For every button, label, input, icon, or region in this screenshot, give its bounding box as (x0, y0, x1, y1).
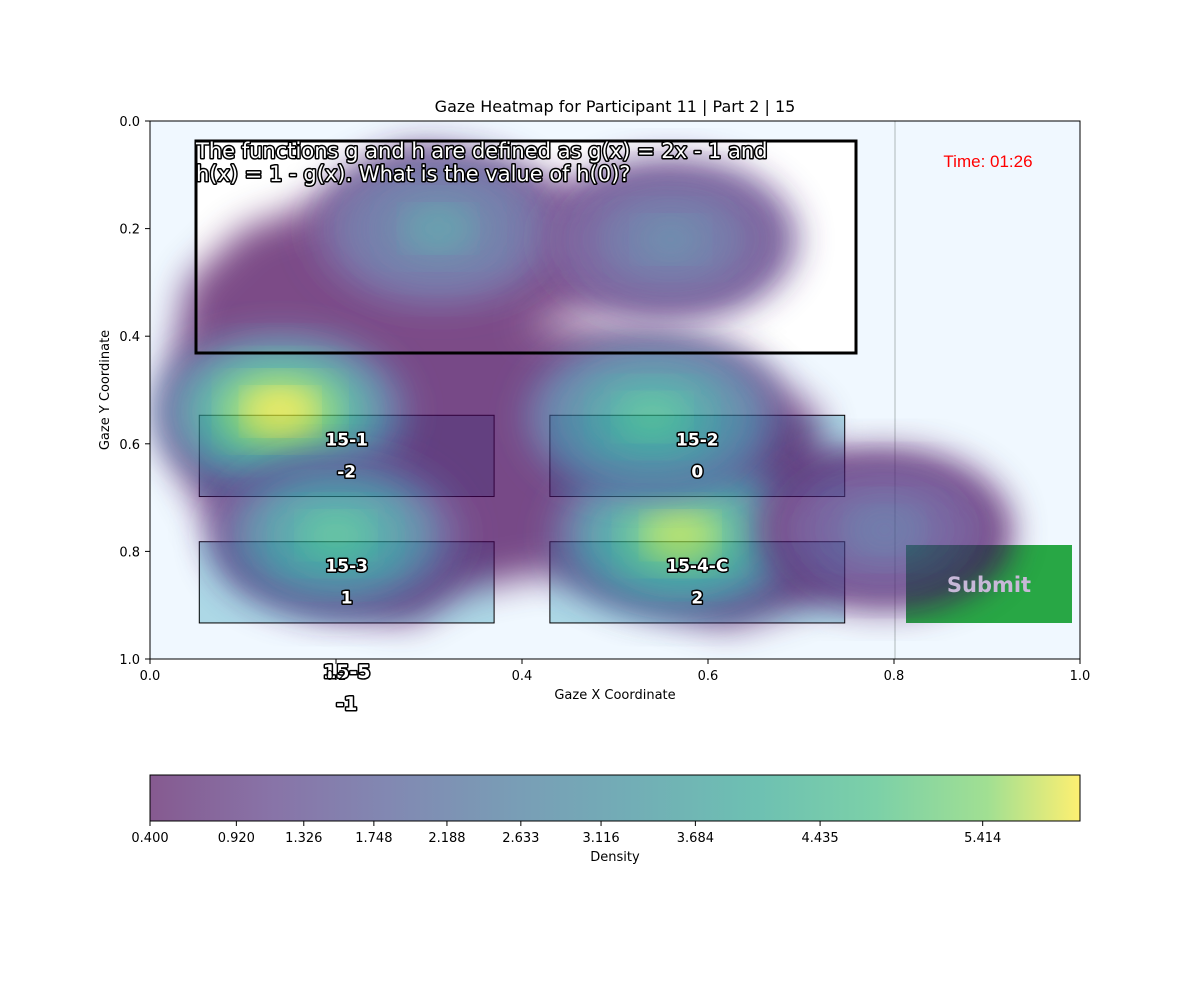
y-tick-label: 1.0 (119, 653, 140, 668)
density-heatmap (154, 149, 1011, 627)
x-tick-label: 0.0 (140, 669, 161, 684)
submit-label: Submit (947, 573, 1031, 597)
option-labels: 15-1 -2 15-2 0 15-3 1 15-4-C 2 15-5 -1 (321, 429, 729, 717)
colorbar-ticks: 0.400 0.920 1.326 1.748 2.188 2.633 3.116 3.684… (131, 821, 1001, 846)
question-box (194, 139, 858, 355)
y-tick-label: 0.6 (119, 438, 140, 453)
colorbar-tick-label: 4.435 (801, 831, 838, 846)
question-line-2: h(x) = 1 - g(x). What is the value of h(… (196, 162, 630, 186)
timer-text: Time: 01:26 (943, 152, 1032, 171)
x-tick-label: 0.4 (512, 669, 533, 684)
colorbar-tick-label: 2.633 (502, 831, 539, 846)
colorbar-tick-label: 0.920 (218, 831, 255, 846)
y-tick-label: 0.0 (119, 115, 140, 130)
colorbar-tick-label: 1.748 (355, 831, 392, 846)
density-peak-0-level-4 (250, 392, 310, 431)
x-tick-label: 0.8 (884, 669, 905, 684)
option-value-15-3: 1 (341, 589, 353, 609)
option-id-15-2: 15-2 (676, 430, 719, 450)
x-tick-label: 0.2 (326, 669, 347, 684)
colorbar-tick-label: 0.400 (131, 831, 168, 846)
option-id-15-5: 15-5 (323, 661, 371, 683)
y-tick-label: 0.8 (119, 545, 140, 560)
colorbar-tick-label: 3.684 (677, 831, 714, 846)
colorbar-tick-label: 2.188 (428, 831, 465, 846)
density-peak-4-level-4 (408, 209, 468, 248)
density-peak-2-level-4 (622, 398, 682, 436)
option-value-15-2: 0 (691, 462, 703, 482)
chart-title: Gaze Heatmap for Participant 11 | Part 2… (435, 97, 796, 116)
option-value-15-5: -1 (336, 693, 357, 715)
option-id-15-1: 15-1 (325, 430, 368, 450)
colorbar-label: Density (590, 850, 640, 865)
option-id-15-4-C: 15-4-C (666, 557, 728, 577)
question-line-1: The functions g and h are defined as g(x… (195, 139, 768, 163)
colorbar-frame (149, 774, 1081, 822)
x-tick-label: 1.0 (1070, 669, 1091, 684)
y-tick-label: 0.4 (119, 330, 140, 345)
colorbar-tick-label: 5.414 (964, 831, 1001, 846)
colorbar-tick-label: 1.326 (285, 831, 322, 846)
y-tick-label: 0.2 (119, 223, 140, 238)
colorbar-gradient (150, 775, 1080, 821)
density-peak-3-level-4 (306, 516, 366, 554)
density-peak-6-level-4 (855, 511, 915, 549)
option-id-15-3: 15-3 (325, 557, 368, 577)
x-axis-ticks: 0.0 0.2 0.4 0.6 0.8 1.0 (140, 659, 1091, 684)
density-peak-5-level-4 (641, 220, 701, 259)
x-axis-label: Gaze X Coordinate (554, 688, 675, 703)
y-axis-ticks: 0.0 0.2 0.4 0.6 0.8 1.0 (119, 115, 150, 668)
option-value-15-1: -2 (337, 462, 356, 482)
colorbar-tick-label: 3.116 (582, 831, 619, 846)
axes-frame (149, 120, 1081, 660)
colorbar: 0.400 0.920 1.326 1.748 2.188 2.633 3.116 3.684… (131, 774, 1081, 865)
x-tick-label: 0.6 (698, 669, 719, 684)
density-peak-1-level-4 (650, 516, 710, 554)
y-axis-label: Gaze Y Coordinate (98, 330, 113, 450)
option-value-15-4-C: 2 (691, 589, 703, 609)
